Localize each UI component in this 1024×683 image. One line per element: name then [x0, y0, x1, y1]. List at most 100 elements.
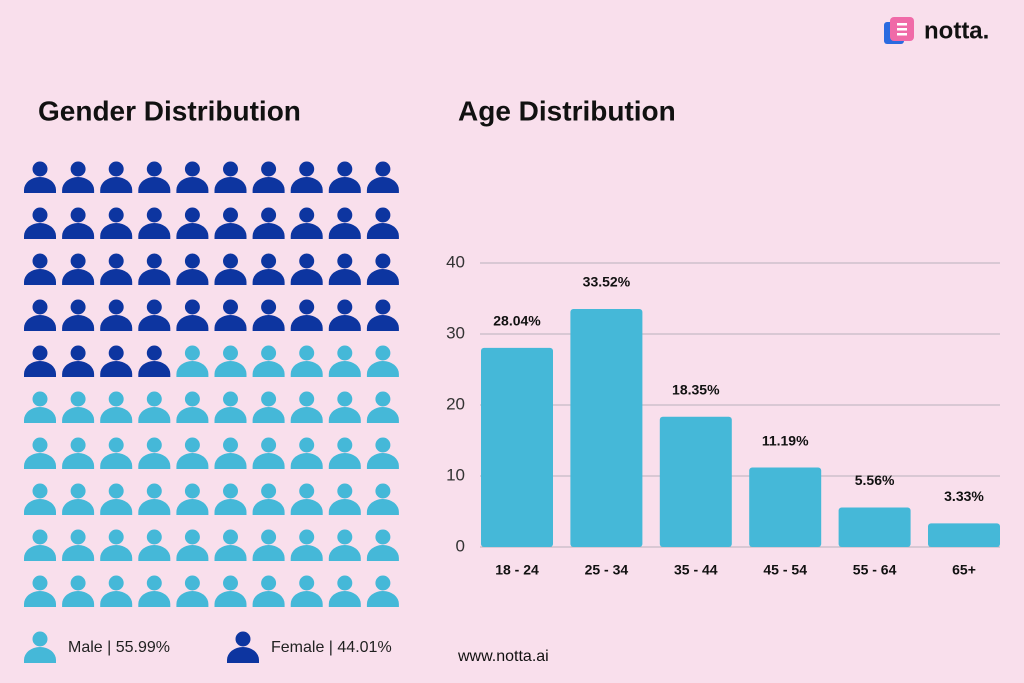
person-icon [214, 161, 247, 193]
x-tick-label: 25 - 34 [585, 562, 629, 578]
person-icon [24, 207, 56, 239]
y-tick-label: 0 [456, 536, 465, 555]
person-icon [62, 299, 95, 331]
person-icon [176, 345, 209, 377]
person-icon [100, 483, 133, 515]
bar [838, 507, 911, 547]
person-icon [214, 345, 247, 377]
person-icon [252, 161, 285, 193]
person-icon [366, 391, 399, 423]
person-icon [290, 391, 323, 423]
person-icon [138, 161, 171, 193]
person-icon [252, 437, 285, 469]
person-icon [100, 529, 133, 561]
chart-title: Gender Distribution [38, 95, 301, 126]
person-icon [62, 575, 95, 607]
person-icon [24, 161, 56, 193]
y-tick-label: 30 [446, 323, 465, 342]
legend-label: Female | 44.01% [271, 639, 392, 656]
y-tick-label: 20 [446, 394, 465, 413]
person-icon [252, 483, 285, 515]
person-icon [290, 483, 323, 515]
person-icon [290, 299, 323, 331]
person-icon [366, 529, 399, 561]
person-icon [366, 253, 399, 285]
person-icon [290, 207, 323, 239]
person-icon [24, 483, 56, 515]
person-icon [366, 207, 399, 239]
person-icon [328, 437, 361, 469]
x-tick-label: 18 - 24 [495, 562, 539, 578]
person-icon [100, 253, 133, 285]
value-label: 18.35% [672, 381, 720, 397]
person-icon [252, 529, 285, 561]
person-icon [214, 575, 247, 607]
bar [570, 309, 643, 547]
person-icon [62, 253, 95, 285]
person-icon [328, 575, 361, 607]
bar [928, 523, 1000, 547]
person-icon [24, 437, 56, 469]
person-icon [176, 437, 209, 469]
person-icon [62, 207, 95, 239]
person-icon [328, 253, 361, 285]
person-icon [62, 391, 95, 423]
person-icon [24, 529, 56, 561]
person-icon [24, 575, 56, 607]
person-icon [176, 207, 209, 239]
person-icon [252, 345, 285, 377]
person-icon [290, 253, 323, 285]
person-icon [328, 529, 361, 561]
person-icon [100, 391, 133, 423]
person-icon [176, 529, 209, 561]
x-tick-label: 35 - 44 [674, 562, 718, 578]
person-icon [214, 483, 247, 515]
person-icon [214, 391, 247, 423]
person-icon [62, 437, 95, 469]
person-icon [252, 575, 285, 607]
x-tick-label: 45 - 54 [763, 562, 807, 578]
person-icon [24, 299, 56, 331]
person-icon [138, 207, 171, 239]
person-icon [290, 345, 323, 377]
person-icon [62, 345, 95, 377]
person-icon [24, 253, 56, 285]
person-icon [176, 253, 209, 285]
person-icon [290, 161, 323, 193]
person-icon [328, 483, 361, 515]
person-icon [366, 345, 399, 377]
person-icon [176, 575, 209, 607]
person-icon [24, 391, 56, 423]
x-tick-label: 55 - 64 [853, 562, 897, 578]
person-icon [328, 345, 361, 377]
person-icon [138, 391, 171, 423]
person-icon [252, 207, 285, 239]
person-icon [138, 529, 171, 561]
person-icon [176, 483, 209, 515]
person-icon [62, 161, 95, 193]
chart-title: Age Distribution [458, 95, 676, 126]
person-icon [214, 253, 247, 285]
person-icon [366, 437, 399, 469]
person-icon [328, 207, 361, 239]
legend-icon [24, 631, 56, 663]
person-icon [214, 529, 247, 561]
logo-icon [884, 17, 914, 44]
person-icon [138, 575, 171, 607]
person-icon [100, 207, 133, 239]
person-icon [138, 483, 171, 515]
x-tick-label: 65+ [952, 562, 976, 578]
person-icon [176, 299, 209, 331]
person-icon [366, 299, 399, 331]
bar [481, 347, 553, 547]
person-icon [100, 299, 133, 331]
legend-label: Male | 55.99% [68, 639, 170, 656]
y-tick-label: 10 [446, 465, 465, 484]
person-icon [176, 391, 209, 423]
value-label: 5.56% [855, 472, 895, 488]
person-icon [252, 299, 285, 331]
person-icon [290, 575, 323, 607]
person-icon [328, 161, 361, 193]
person-icon [252, 391, 285, 423]
person-icon [138, 345, 171, 377]
